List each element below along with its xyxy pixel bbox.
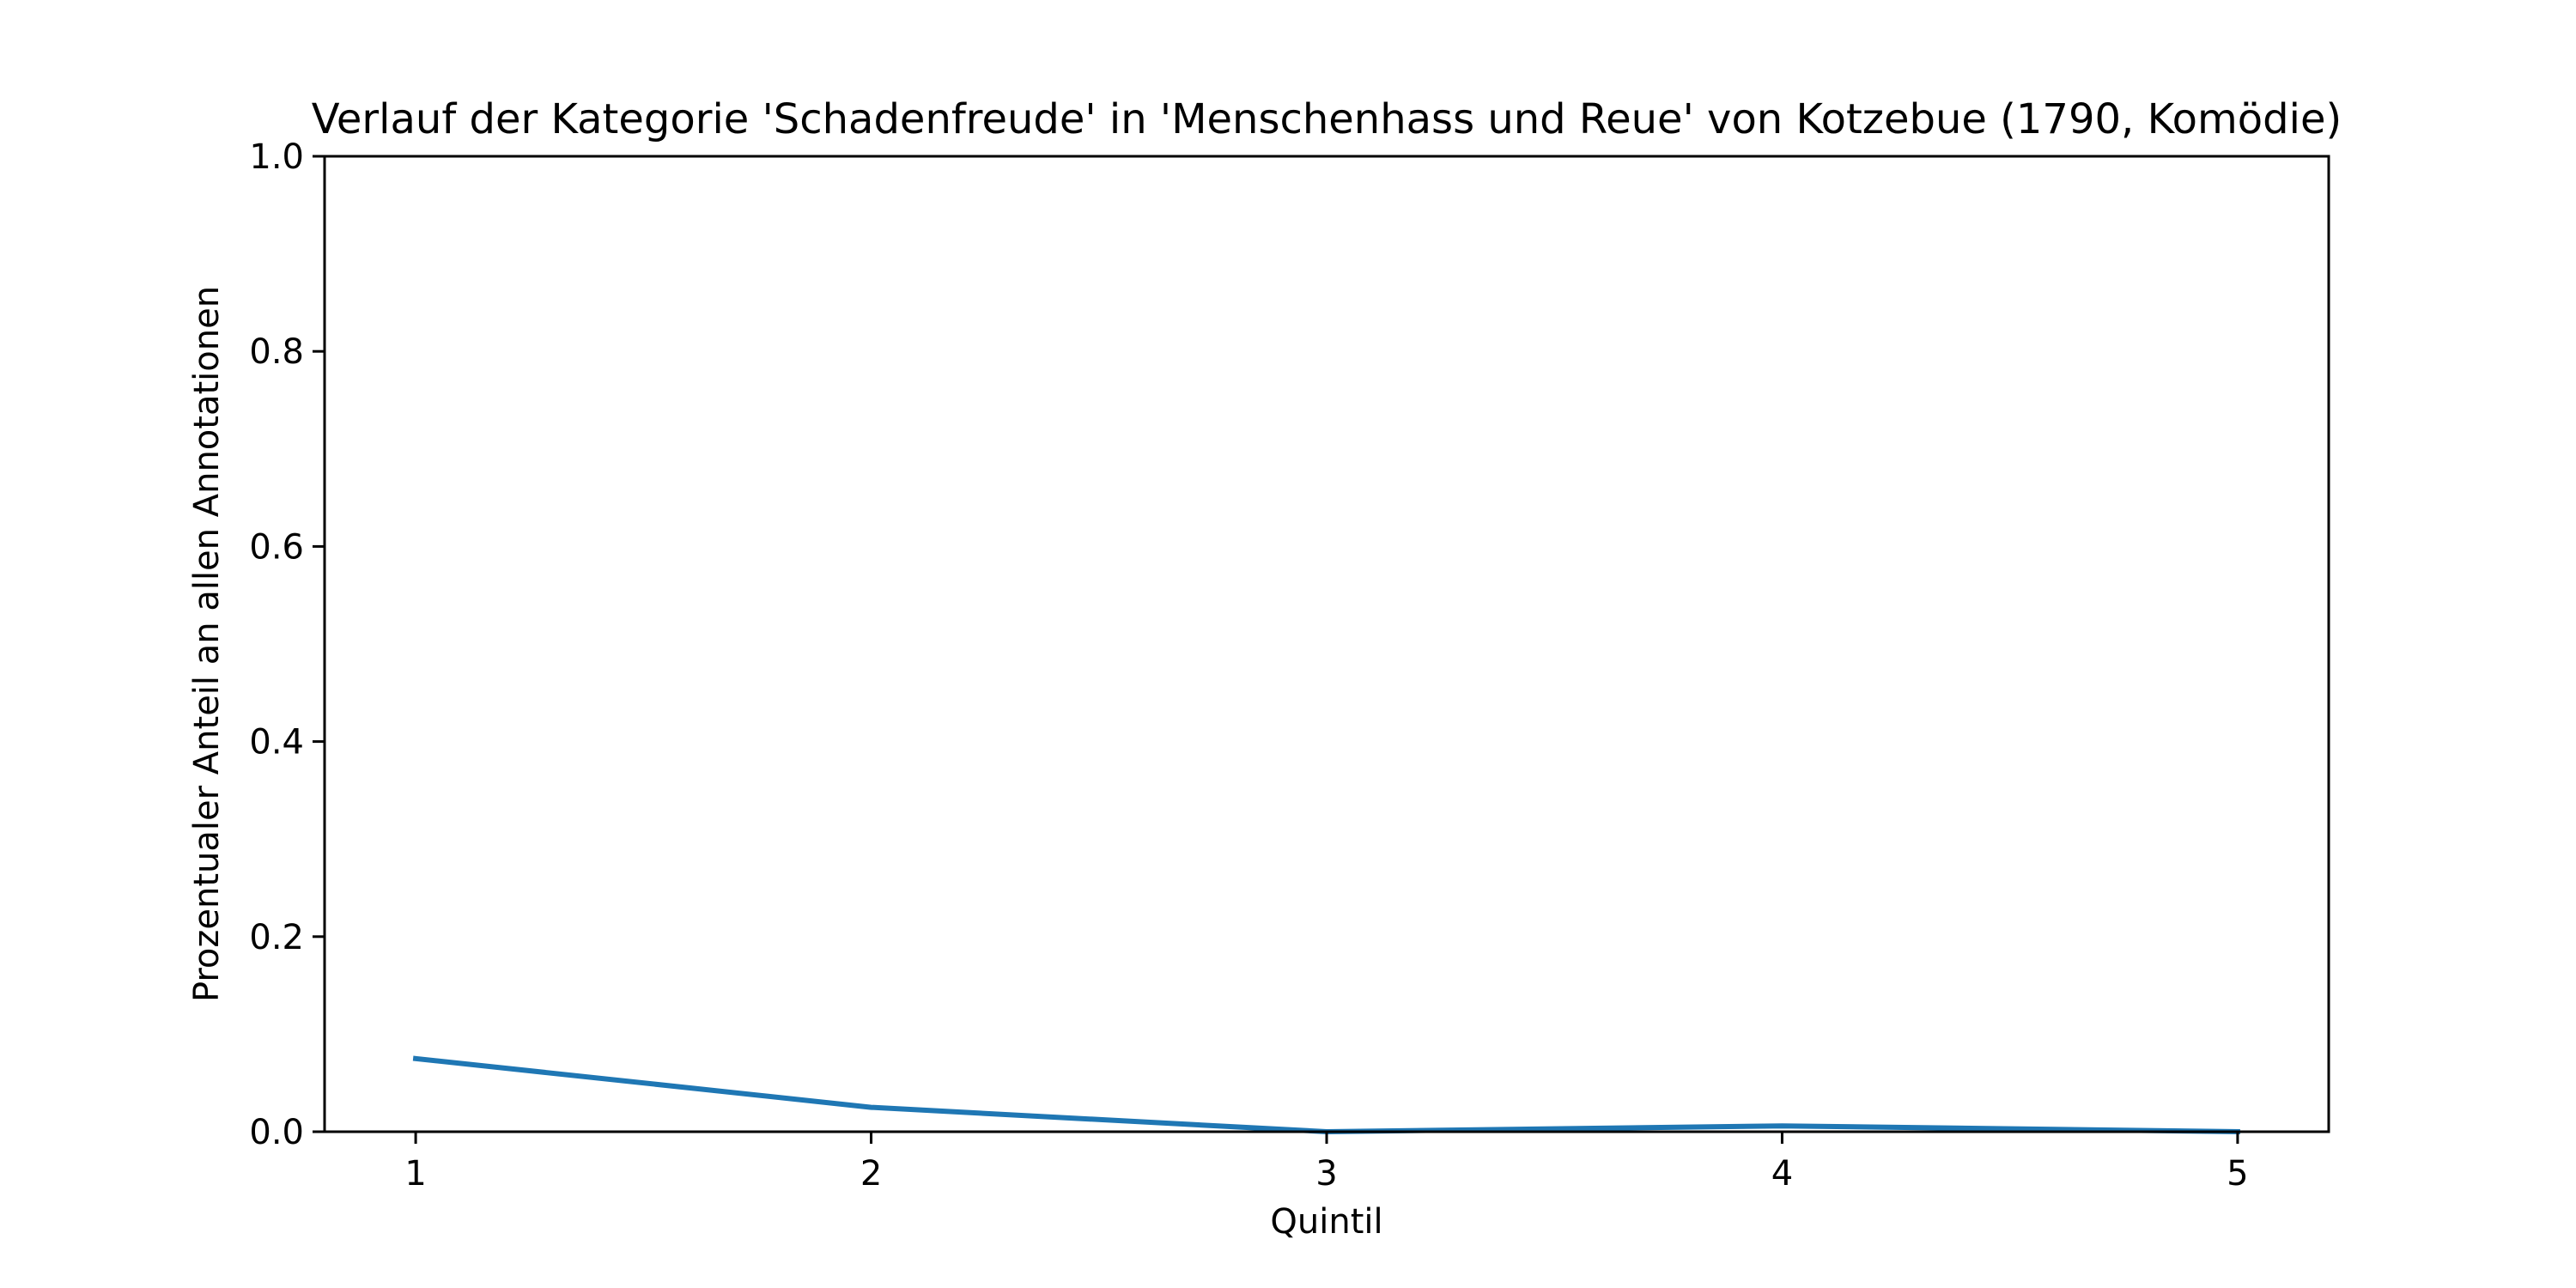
y-axis-label: Prozentualer Anteil an allen Annotatione… [187,286,227,1002]
y-tick-label: 1.0 [249,137,304,177]
y-tick-label: 0.8 [249,332,304,372]
x-tick-label: 2 [860,1154,882,1194]
chart-title: Verlauf der Kategorie 'Schadenfreude' in… [312,95,2342,143]
x-axis-label: Quintil [1270,1202,1382,1242]
y-tick-label: 0.0 [249,1113,304,1152]
x-tick-label: 1 [404,1154,426,1194]
y-axis-ticks: 0.0 0.2 0.4 0.6 0.8 1.0 [249,137,325,1152]
x-axis-ticks: 1 2 3 4 5 [404,1132,2249,1194]
x-tick-label: 5 [2227,1154,2248,1194]
x-tick-label: 3 [1315,1154,1337,1194]
x-tick-label: 4 [1771,1154,1793,1194]
y-tick-label: 0.6 [249,527,304,567]
y-tick-label: 0.4 [249,723,304,762]
y-tick-label: 0.2 [249,918,304,957]
